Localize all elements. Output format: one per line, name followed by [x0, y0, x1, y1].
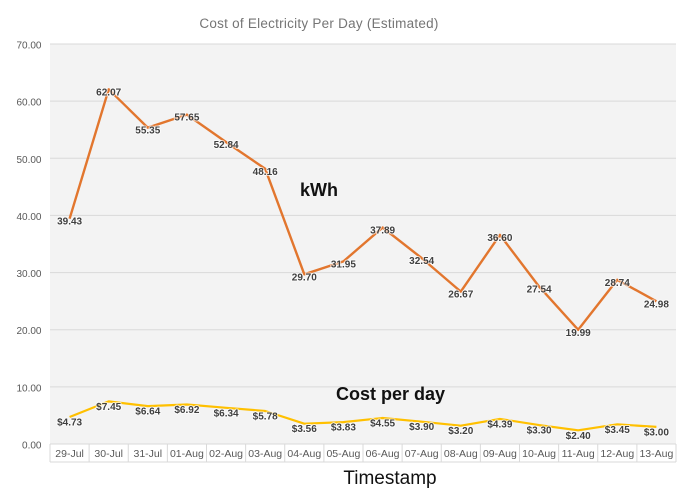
- svg-text:60.00: 60.00: [16, 98, 41, 109]
- svg-text:08-Aug: 08-Aug: [444, 448, 478, 460]
- svg-text:39.43: 39.43: [57, 217, 82, 228]
- svg-text:52.84: 52.84: [214, 140, 239, 151]
- svg-text:kWh: kWh: [300, 180, 338, 200]
- svg-text:$3.00: $3.00: [644, 427, 669, 438]
- svg-text:0.00: 0.00: [22, 441, 42, 452]
- svg-text:$7.45: $7.45: [96, 402, 121, 413]
- svg-text:30-Jul: 30-Jul: [94, 448, 123, 460]
- svg-text:$4.73: $4.73: [57, 418, 82, 429]
- svg-text:19.99: 19.99: [566, 328, 591, 339]
- svg-text:29.70: 29.70: [292, 272, 317, 283]
- svg-text:$3.30: $3.30: [527, 426, 552, 437]
- svg-text:10.00: 10.00: [16, 383, 41, 394]
- svg-text:31.95: 31.95: [331, 259, 356, 270]
- svg-text:$3.20: $3.20: [448, 426, 473, 437]
- svg-text:$3.83: $3.83: [331, 423, 356, 434]
- svg-text:09-Aug: 09-Aug: [483, 448, 517, 460]
- svg-text:57.65: 57.65: [174, 113, 199, 124]
- svg-text:06-Aug: 06-Aug: [366, 448, 400, 460]
- svg-text:24.98: 24.98: [644, 299, 669, 310]
- svg-text:07-Aug: 07-Aug: [405, 448, 439, 460]
- svg-text:$2.40: $2.40: [566, 431, 591, 442]
- svg-text:27.54: 27.54: [527, 285, 552, 296]
- svg-text:55.35: 55.35: [135, 126, 160, 137]
- svg-text:$4.55: $4.55: [370, 419, 395, 430]
- svg-text:26.67: 26.67: [448, 290, 473, 301]
- svg-text:01-Aug: 01-Aug: [170, 448, 204, 460]
- svg-text:20.00: 20.00: [16, 326, 41, 337]
- svg-text:$3.90: $3.90: [409, 422, 434, 433]
- svg-text:03-Aug: 03-Aug: [248, 448, 282, 460]
- svg-text:28.74: 28.74: [605, 278, 630, 289]
- svg-text:29-Jul: 29-Jul: [55, 448, 84, 460]
- svg-text:32.54: 32.54: [409, 256, 434, 267]
- svg-text:30.00: 30.00: [16, 269, 41, 280]
- svg-text:$3.45: $3.45: [605, 425, 630, 436]
- svg-text:$4.39: $4.39: [487, 419, 512, 430]
- svg-text:50.00: 50.00: [16, 155, 41, 166]
- svg-text:12-Aug: 12-Aug: [600, 448, 634, 460]
- svg-text:62.07: 62.07: [96, 87, 121, 98]
- svg-text:$6.34: $6.34: [214, 408, 239, 419]
- svg-text:10-Aug: 10-Aug: [522, 448, 556, 460]
- svg-text:36.60: 36.60: [487, 233, 512, 244]
- svg-text:$3.56: $3.56: [292, 424, 317, 435]
- svg-text:37.89: 37.89: [370, 226, 395, 237]
- svg-text:05-Aug: 05-Aug: [326, 448, 360, 460]
- svg-text:$6.92: $6.92: [174, 405, 199, 416]
- svg-text:48.16: 48.16: [253, 167, 278, 178]
- svg-text:Cost per day: Cost per day: [336, 384, 445, 404]
- svg-text:Cost of Electricity Per Day (E: Cost of Electricity Per Day (Estimated): [199, 16, 438, 31]
- svg-text:13-Aug: 13-Aug: [639, 448, 673, 460]
- svg-text:04-Aug: 04-Aug: [287, 448, 321, 460]
- svg-text:$5.78: $5.78: [253, 412, 278, 423]
- svg-text:11-Aug: 11-Aug: [562, 448, 595, 460]
- svg-text:31-Jul: 31-Jul: [133, 448, 162, 460]
- svg-text:02-Aug: 02-Aug: [209, 448, 243, 460]
- svg-text:40.00: 40.00: [16, 212, 41, 223]
- svg-text:Timestamp: Timestamp: [343, 468, 436, 489]
- svg-text:70.00: 70.00: [16, 41, 41, 52]
- svg-text:$6.64: $6.64: [135, 407, 160, 418]
